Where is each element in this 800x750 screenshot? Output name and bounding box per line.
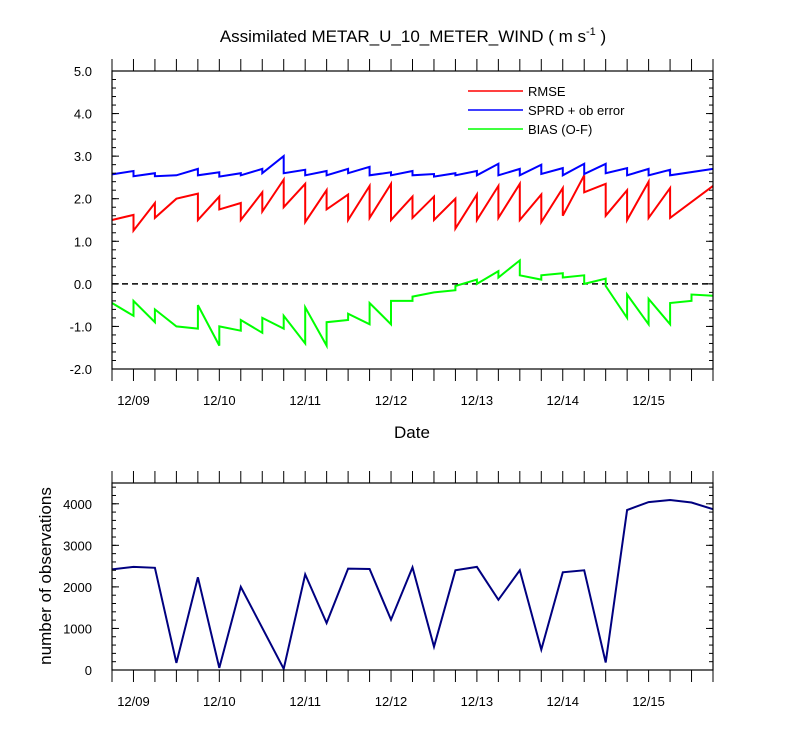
bottom-x-tick-label: 12/10 <box>203 694 236 709</box>
top-x-tick-label: 12/10 <box>203 393 236 408</box>
bottom-y-tick-label: 1000 <box>63 621 92 636</box>
top-chart: Assimilated METAR_U_10_METER_WIND ( m s-… <box>70 26 714 442</box>
top-plot-frame <box>111 70 714 370</box>
legend: RMSE SPRD + ob error BIAS (O-F) <box>468 84 625 137</box>
legend-label-sprd-ob-error: SPRD + ob error <box>528 103 625 118</box>
top-y-tick-label: -2.0 <box>70 362 92 377</box>
chart-title: Assimilated METAR_U_10_METER_WIND ( m s-… <box>220 26 606 46</box>
series-line-rmse <box>111 174 714 234</box>
bottom-x-tick-label: 12/11 <box>289 694 321 709</box>
top-y-tick-label: 4.0 <box>74 107 92 122</box>
series-line-bias-o-f <box>111 258 714 350</box>
bottom-x-tick-label: 12/13 <box>461 694 494 709</box>
top-y-tick-label: 0.0 <box>74 277 92 292</box>
y-axis-title: number of observations <box>36 487 55 665</box>
top-series-group <box>111 154 714 350</box>
top-x-tick-label: 12/13 <box>461 393 494 408</box>
series-line-observations <box>111 498 714 672</box>
bottom-x-tick-label: 12/12 <box>375 694 408 709</box>
top-x-tick-label: 12/12 <box>375 393 408 408</box>
x-axis-title: Date <box>394 423 430 442</box>
bottom-plot-frame <box>111 482 714 671</box>
bottom-y-tick-label: 0 <box>85 663 92 678</box>
bottom-x-tick-label: 12/15 <box>632 694 665 709</box>
top-x-tick-label: 12/09 <box>117 393 150 408</box>
top-y-tick-label: 5.0 <box>74 64 92 79</box>
top-y-tick-label: 2.0 <box>74 192 92 207</box>
bottom-x-tick-label: 12/09 <box>117 694 150 709</box>
bottom-series-group <box>111 498 714 672</box>
legend-label-bias-o-f: BIAS (O-F) <box>528 122 592 137</box>
top-axis-ticks: -2.0 -1.0 0.0 1.0 2.0 3.0 4.0 5.0 12/09 12/10 12/1… <box>70 59 714 408</box>
bottom-chart: 0 1000 2000 3000 4000 12/09 12/10 12/11 12/12 12/… <box>36 471 714 709</box>
top-x-tick-label: 12/14 <box>546 393 579 408</box>
legend-label-rmse: RMSE <box>528 84 566 99</box>
bottom-x-tick-label: 12/14 <box>546 694 579 709</box>
top-y-tick-label: -1.0 <box>70 319 92 334</box>
top-y-tick-label: 1.0 <box>74 234 92 249</box>
top-x-tick-label: 12/15 <box>632 393 665 408</box>
series-line-sprd-ob-error <box>111 154 714 178</box>
bottom-y-tick-label: 2000 <box>63 580 92 595</box>
top-x-tick-label: 12/11 <box>289 393 321 408</box>
bottom-y-tick-label: 4000 <box>63 497 92 512</box>
bottom-y-tick-label: 3000 <box>63 538 92 553</box>
top-y-tick-label: 3.0 <box>74 149 92 164</box>
